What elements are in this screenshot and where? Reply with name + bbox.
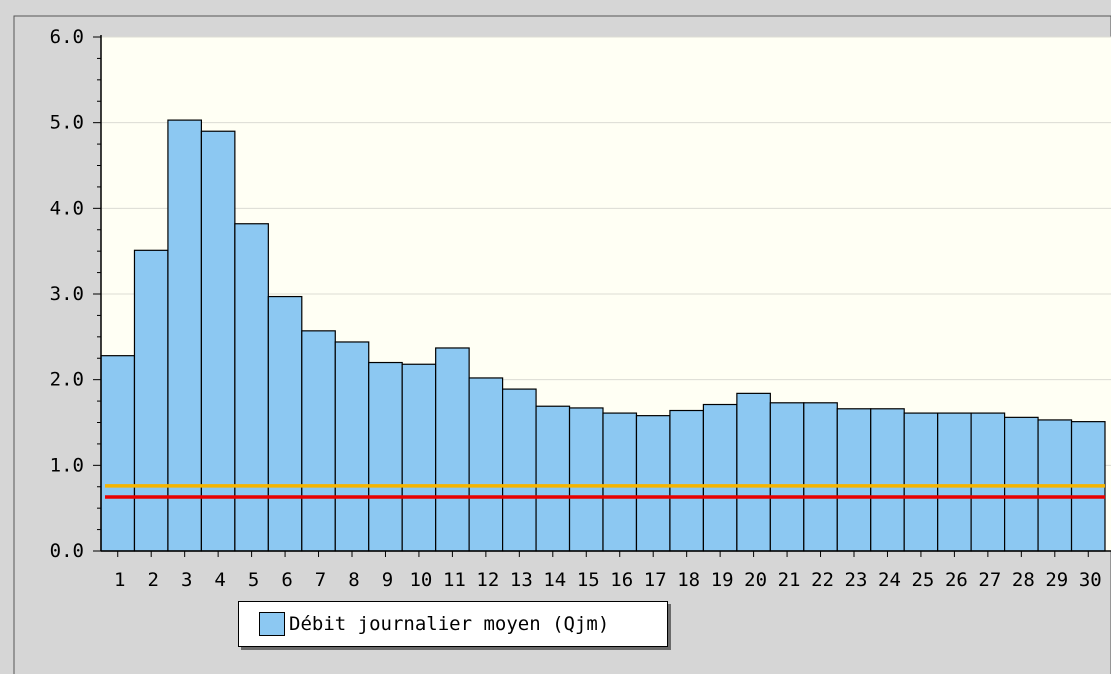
bar	[937, 412, 972, 552]
x-tick-label: 12	[476, 569, 499, 591]
x-tick-label: 25	[911, 569, 934, 591]
grid-layer	[101, 36, 1111, 466]
bar	[167, 119, 202, 552]
x-tick-label: 2	[147, 569, 158, 591]
x-tick-label: 27	[978, 569, 1001, 591]
bar	[368, 361, 403, 552]
x-tick-label: 10	[409, 569, 432, 591]
x-tick-label: 7	[315, 569, 326, 591]
x-tick-label: 11	[443, 569, 466, 591]
x-tick-label: 29	[1045, 569, 1068, 591]
bar	[334, 341, 370, 552]
bar	[702, 403, 738, 552]
x-tick-label: 20	[744, 569, 767, 591]
bar	[870, 408, 905, 552]
bar	[435, 347, 470, 552]
bar	[602, 412, 638, 552]
x-tick-label: 23	[845, 569, 868, 591]
x-tick-label: 5	[248, 569, 259, 591]
x-tick-label: 9	[382, 569, 393, 591]
x-tick-label: 17	[644, 569, 667, 591]
x-tick-label: 24	[878, 569, 901, 591]
x-tick-label: 16	[610, 569, 633, 591]
y-tick-label: 0.0	[50, 540, 84, 562]
bar	[803, 402, 838, 552]
bar	[903, 412, 939, 552]
x-tick-label: 19	[711, 569, 734, 591]
bar	[535, 405, 571, 552]
y-tick-label: 5.0	[50, 112, 84, 134]
bar	[502, 388, 537, 552]
x-tick-label: 14	[543, 569, 566, 591]
bar	[301, 330, 336, 552]
y-tick-label: 1.0	[50, 454, 84, 476]
x-tick-label: 8	[348, 569, 359, 591]
bar	[401, 363, 437, 552]
x-tick-label: 6	[281, 569, 292, 591]
legend-swatch	[259, 612, 285, 636]
x-tick-label: 18	[677, 569, 700, 591]
y-tick-labels: 0.0 1.0 2.0 3.0 4.0 5.0 6.0	[50, 26, 84, 562]
x-tick-label: 1	[114, 569, 125, 591]
x-tick-label: 4	[214, 569, 225, 591]
y-tick-label: 6.0	[50, 26, 84, 48]
y-tick-label: 2.0	[50, 369, 84, 391]
y-tick-label: 3.0	[50, 283, 84, 305]
x-tick-label: 21	[778, 569, 801, 591]
bar	[970, 412, 1006, 552]
bar	[635, 415, 671, 552]
x-tick-label: 22	[811, 569, 834, 591]
axes-layer	[93, 35, 1111, 557]
x-tick-labels: 1 2 3 4 5 6 7 8 9 10 11 12 13 14 15 16 17 18 19 20 21 22 23 24 2…	[114, 569, 1102, 591]
x-tick-label: 30	[1079, 569, 1102, 591]
x-tick-label: 13	[510, 569, 533, 591]
bar	[836, 408, 872, 552]
bar	[468, 377, 504, 552]
bar	[736, 392, 771, 552]
bar	[100, 355, 136, 552]
x-tick-label: 3	[181, 569, 192, 591]
bar	[267, 295, 303, 552]
bar	[568, 407, 604, 552]
legend-label: Débit journalier moyen (Qjm)	[289, 613, 610, 635]
bar	[769, 402, 805, 552]
reference-lines-layer	[105, 484, 1105, 499]
x-tick-label: 15	[577, 569, 600, 591]
bar	[234, 223, 269, 552]
x-tick-label: 28	[1012, 569, 1035, 591]
y-tick-label: 4.0	[50, 197, 84, 219]
bar	[133, 249, 169, 552]
legend: Débit journalier moyen (Qjm)	[238, 601, 668, 647]
x-tick-label: 26	[945, 569, 968, 591]
bar	[200, 130, 236, 552]
bar	[669, 409, 704, 552]
